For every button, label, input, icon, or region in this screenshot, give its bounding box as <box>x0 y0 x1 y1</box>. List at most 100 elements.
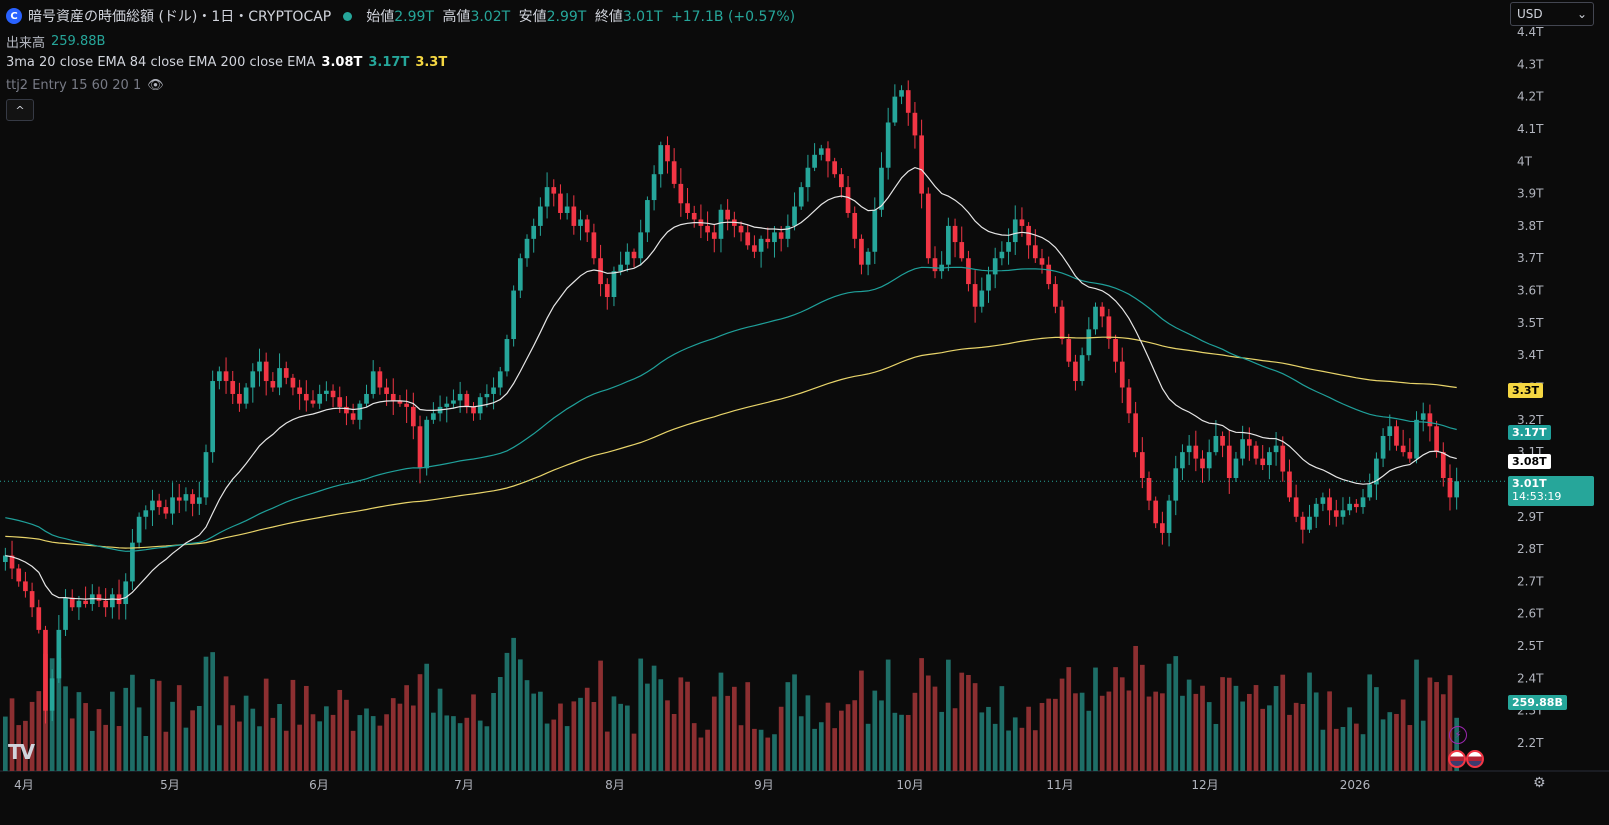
candle-body <box>176 497 182 501</box>
y-tick-label: 4T <box>1517 154 1533 168</box>
candle-body <box>1246 439 1252 446</box>
collapse-legend-button[interactable]: ^ <box>6 99 34 121</box>
volume-bar <box>431 712 436 771</box>
candle-body <box>738 225 744 233</box>
entry-legend[interactable]: ttj2 Entry 15 60 20 1 👁 <box>6 78 164 93</box>
volume-bar <box>370 716 376 771</box>
volume-bar <box>170 701 175 771</box>
candle-body <box>1260 458 1266 466</box>
economic-events[interactable] <box>1446 724 1486 774</box>
candle-body <box>1046 264 1052 285</box>
candle-body <box>464 393 470 407</box>
candle-body <box>49 678 55 711</box>
candle-body <box>1146 477 1152 501</box>
ema-legend[interactable]: 3ma 20 close EMA 84 close EMA 200 close … <box>6 55 447 70</box>
candle-body <box>504 339 510 372</box>
volume-bar <box>1414 659 1419 771</box>
symbol-legend: C 暗号資産の時価総額 (ドル)・1日・CRYPTOCAP 始値2.99T 高値… <box>6 6 795 26</box>
us-flag-icon[interactable] <box>1466 750 1484 768</box>
volume-bar <box>798 716 804 771</box>
candle-body <box>711 232 717 239</box>
volume-bar <box>310 714 316 771</box>
bar-countdown: 14:53:19 <box>1512 490 1562 503</box>
candle-body <box>919 135 924 194</box>
currency-select[interactable]: USD ⌄ <box>1510 2 1594 26</box>
candle-body <box>524 238 530 259</box>
candle-body <box>584 219 590 233</box>
candle-body <box>344 406 349 414</box>
volume-bar <box>397 703 403 771</box>
volume-bar <box>1340 726 1346 771</box>
candle-body <box>3 555 8 563</box>
candle-body <box>1173 468 1179 501</box>
volume-bar <box>1434 682 1439 771</box>
us-flag-icon[interactable] <box>1448 750 1466 768</box>
candle-body <box>170 497 175 514</box>
volume-bar <box>972 683 978 771</box>
volume-bar <box>357 715 363 771</box>
volume-bar <box>1427 677 1433 771</box>
volume-bar <box>76 692 82 771</box>
candle-body <box>377 371 383 388</box>
candle-body <box>551 187 557 194</box>
candle-body <box>330 390 336 398</box>
volume-bar <box>959 672 965 771</box>
volume-bar <box>364 708 369 771</box>
volume-bar <box>384 714 389 771</box>
volume-price-label: 259.88B <box>1508 695 1567 710</box>
volume-bar <box>1267 705 1272 771</box>
volume-legend[interactable]: 出来高 259.88B <box>6 32 105 51</box>
volume-bar <box>1313 692 1319 771</box>
y-tick-label: 2.8T <box>1517 542 1544 556</box>
candle-body <box>1039 258 1045 265</box>
candle-body <box>671 161 677 184</box>
volume-bar <box>1153 691 1159 771</box>
volume-bar <box>1233 685 1239 771</box>
volume-bar <box>1293 702 1299 771</box>
volume-bar <box>1106 691 1112 771</box>
symbol-title[interactable]: 暗号資産の時価総額 (ドル)・1日・CRYPTOCAP <box>28 9 332 25</box>
last-price-value: 3.01T <box>1512 477 1547 490</box>
chevron-down-icon: ⌄ <box>1576 7 1587 21</box>
currency-value: USD <box>1517 7 1543 21</box>
candle-body <box>1233 458 1239 478</box>
candle-body <box>1200 458 1205 469</box>
candle-body <box>1367 484 1373 498</box>
volume-bar <box>110 691 115 771</box>
candle-body <box>397 400 403 404</box>
volume-bar <box>832 728 838 771</box>
volume-bar <box>825 702 831 771</box>
y-tick-label: 2.4T <box>1517 671 1544 685</box>
candle-body <box>243 387 249 404</box>
candle-body <box>277 368 282 388</box>
volume-bar <box>892 712 898 771</box>
volume-bar <box>718 672 724 771</box>
volume-bar <box>297 724 302 771</box>
gear-icon[interactable]: ⚙ <box>1533 775 1546 791</box>
volume-bar <box>812 728 817 771</box>
tradingview-logo[interactable]: TV <box>8 740 35 764</box>
candle-body <box>384 387 389 394</box>
candle-body <box>872 209 878 252</box>
candle-body <box>1119 361 1125 388</box>
volume-bar <box>9 698 15 771</box>
candle-body <box>752 245 757 252</box>
candle-body <box>1273 445 1279 453</box>
ohlc-open-key: 始値 <box>366 9 395 25</box>
volume-bar <box>390 698 396 771</box>
volume-bar <box>290 679 296 771</box>
volume-bar <box>277 703 282 771</box>
eye-hidden-icon[interactable]: 👁 <box>147 78 164 93</box>
candle-body <box>364 393 369 404</box>
x-tick-label: 12月 <box>1191 778 1218 792</box>
candle-body <box>471 406 476 414</box>
candle-body <box>511 290 516 340</box>
candle-body <box>1086 329 1092 356</box>
bolt-icon[interactable]: ⚡ <box>1449 726 1467 744</box>
volume-bar <box>578 697 583 771</box>
candle-body <box>531 225 537 239</box>
candle-body <box>517 258 523 291</box>
candle-body <box>665 145 670 162</box>
volume-bar <box>658 679 664 771</box>
